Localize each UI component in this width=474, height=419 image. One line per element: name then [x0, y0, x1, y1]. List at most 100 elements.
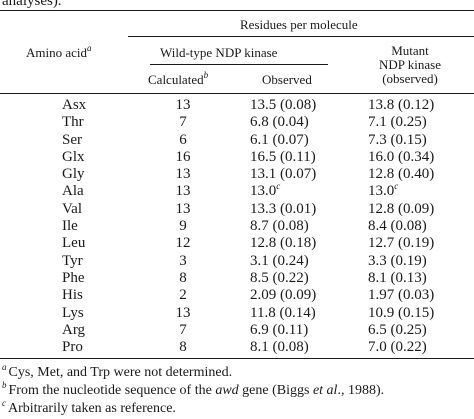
calculated-header-label: Calculated	[148, 72, 204, 87]
mutant-value: 16.0 (0.34)	[368, 148, 435, 165]
mutant-cell: 7.0 (0.22)	[368, 339, 427, 356]
observed-value: 6.9 (0.11)	[250, 321, 309, 338]
mutant-cell: 7.3 (0.15)	[368, 132, 427, 149]
residues-per-molecule-header: Residues per molecule	[240, 17, 358, 32]
footnote-b: b From the nucleotide sequence of the awd…	[2, 381, 472, 400]
calculated-cell: 13	[175, 200, 191, 217]
observed-value: 16.5 (0.11)	[250, 148, 316, 165]
observed-cell: 8.7 (0.08)	[250, 218, 309, 235]
calculated-cell: 13	[175, 97, 191, 113]
amino-acid-cell: Arg	[62, 321, 86, 338]
amino-acid-cell: Ala	[62, 183, 84, 200]
amino-acid-cell: Tyr	[62, 252, 83, 269]
mutant-value: 13.0	[368, 183, 395, 200]
observed-cell: 12.8 (0.18)	[250, 235, 316, 252]
observed-value: 13.3 (0.01)	[250, 200, 317, 217]
mutant-cell: 12.8 (0.09)	[368, 201, 434, 218]
observed-value: 8.5 (0.22)	[250, 269, 309, 286]
wild-type-header-rule	[150, 64, 328, 65]
observed-value: 6.1 (0.07)	[250, 131, 309, 148]
calculated-cell: 9	[179, 218, 187, 235]
mutant-value: 7.1 (0.25)	[368, 114, 427, 131]
table-row: Pro 8 8.1 (0.08) 7.0 (0.22)	[0, 339, 474, 356]
mutant-cell: 8.1 (0.13)	[368, 270, 427, 287]
footnote-c-mark: c	[2, 398, 6, 409]
mutant-value: 12.8 (0.40)	[368, 166, 435, 183]
mutant-value: 7.3 (0.15)	[368, 131, 427, 148]
mutant-header-line1: Mutant	[391, 43, 429, 58]
observed-value: 6.8 (0.04)	[250, 114, 309, 131]
amino-acid-cell: Ile	[62, 218, 78, 235]
footnote-b-etal: et al	[312, 383, 338, 398]
mutant-cell: 16.0 (0.34)	[368, 149, 434, 166]
mutant-value: 12.8 (0.09)	[368, 200, 435, 217]
table-row: Phe 8 8.5 (0.22) 8.1 (0.13)	[0, 270, 474, 287]
calculated-cell: 7	[179, 321, 187, 338]
mutant-header: Mutant NDP kinase (observed)	[365, 44, 455, 86]
mutant-cell: 3.3 (0.19)	[368, 253, 427, 270]
observed-cell: 6.1 (0.07)	[250, 132, 309, 149]
calculated-cell: 3	[179, 252, 187, 269]
calculated-cell: 13	[175, 304, 191, 321]
footnote-mark-b: b	[203, 69, 209, 80]
observed-header: Observed	[262, 72, 312, 87]
table-row: Leu 12 12.8 (0.18) 12.7 (0.19)	[0, 235, 474, 252]
footnote-a-mark: a	[2, 362, 7, 373]
mutant-value: 8.1 (0.13)	[368, 269, 427, 286]
residues-header-rule	[128, 36, 474, 37]
observed-value: 12.8 (0.18)	[250, 235, 317, 252]
table-row: Tyr 3 3.1 (0.24) 3.3 (0.19)	[0, 253, 474, 270]
observed-mark: c	[276, 181, 281, 192]
observed-value: 8.1 (0.08)	[250, 339, 309, 356]
footnote-c: c Arbitrarily taken as reference.	[2, 398, 472, 418]
observed-cell: 2.09 (0.09)	[250, 287, 316, 304]
calculated-cell: 2	[179, 287, 187, 304]
table-row: Val 13 13.3 (0.01) 12.8 (0.09)	[0, 201, 474, 218]
table-row: Gly 13 13.1 (0.07) 12.8 (0.40)	[0, 166, 474, 183]
mutant-header-line2: NDP kinase	[379, 57, 441, 72]
footnote-b-text-before: From the nucleotide sequence of the	[8, 383, 216, 398]
mutant-cell: 7.1 (0.25)	[368, 114, 427, 131]
calculated-cell: 7	[179, 114, 187, 131]
table-row: Thr 7 6.8 (0.04) 7.1 (0.25)	[0, 114, 474, 131]
amino-acid-cell: His	[62, 287, 83, 304]
footnote-b-gene: awd	[215, 383, 239, 398]
observed-value: 2.09 (0.09)	[250, 287, 317, 304]
table-row: His 2 2.09 (0.09) 1.97 (0.03)	[0, 287, 474, 304]
observed-cell: 8.1 (0.08)	[250, 339, 309, 356]
table-row: Arg 7 6.9 (0.11) 6.5 (0.25)	[0, 322, 474, 339]
amino-acid-cell: Glx	[62, 148, 85, 165]
observed-cell: 13.3 (0.01)	[250, 201, 316, 218]
calculated-cell: 13	[175, 166, 191, 183]
mutant-value: 13.8 (0.12)	[368, 97, 435, 113]
table-row: Asx 13 13.5 (0.08) 13.8 (0.12)	[0, 97, 474, 114]
mutant-value: 7.0 (0.22)	[368, 339, 427, 356]
mutant-header-line3: (observed)	[382, 71, 438, 86]
mutant-cell: 6.5 (0.25)	[368, 322, 427, 339]
observed-value: 13.0	[250, 183, 277, 200]
mutant-cell: 1.97 (0.03)	[368, 287, 434, 304]
table-row: Lys 13 11.8 (0.14) 10.9 (0.15)	[0, 305, 474, 322]
amino-acid-cell: Leu	[62, 235, 86, 252]
mutant-cell: 13.8 (0.12)	[368, 97, 434, 114]
wild-type-header: Wild-type NDP kinase	[160, 45, 278, 60]
observed-cell: 16.5 (0.11)	[250, 149, 316, 166]
calculated-cell: 16	[175, 148, 191, 165]
table-row: Ala 13 13.0c 13.0c	[0, 181, 474, 200]
calculated-header: Calculatedb	[148, 69, 209, 87]
footnote-b-text-after: ., 1988).	[337, 383, 385, 398]
mutant-value: 3.3 (0.19)	[368, 252, 427, 269]
observed-cell: 6.8 (0.04)	[250, 114, 309, 131]
calculated-cell: 12	[175, 235, 191, 252]
mutant-cell: 12.7 (0.19)	[368, 235, 434, 252]
calculated-cell: 8	[179, 269, 187, 286]
table-top-rule	[0, 10, 474, 11]
amino-acid-cell: Thr	[62, 114, 84, 131]
calculated-cell: 13	[175, 183, 191, 200]
footnote-a-text: Cys, Met, and Trp were not determined.	[8, 365, 233, 380]
mutant-cell: 13.0c	[368, 182, 398, 200]
footnote-a: a Cys, Met, and Trp were not determined.	[2, 362, 472, 382]
footnotes: a Cys, Met, and Trp were not determined. …	[2, 362, 472, 418]
mutant-value: 6.5 (0.25)	[368, 321, 427, 338]
